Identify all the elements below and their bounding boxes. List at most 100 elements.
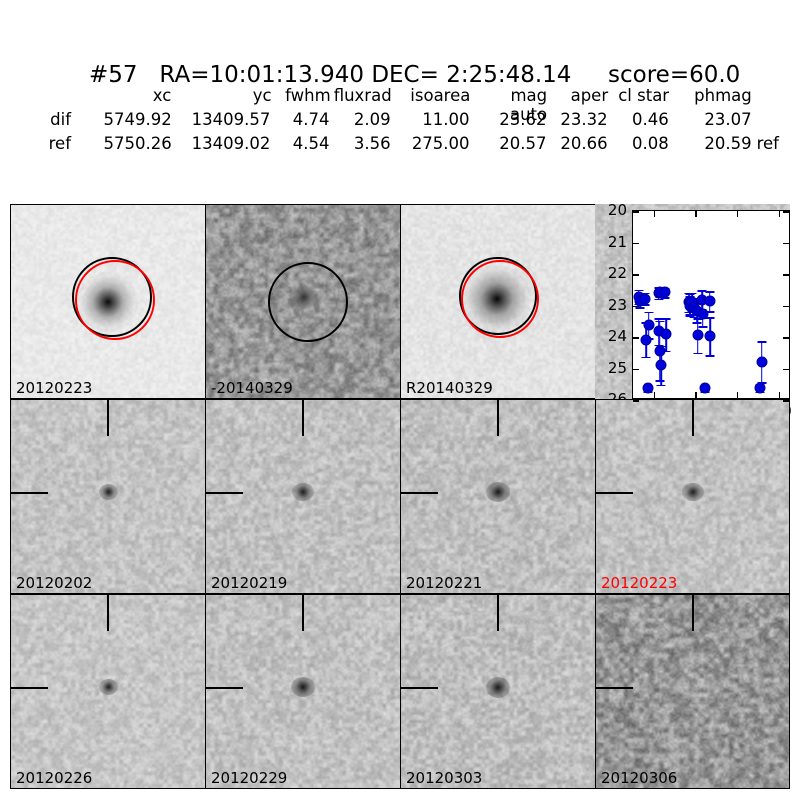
cutout-panel-template[interactable]: -20140329 [205,204,401,399]
data-point[interactable] [639,293,651,305]
cell-ref-fwhm: 4.54 [292,134,330,153]
dec-value: DEC= 2:25:48.14 [371,62,572,88]
data-point[interactable] [655,359,667,371]
column-header-xc: xc [152,86,172,105]
source-blob [99,679,118,695]
x-axis-tick [653,211,656,217]
lightcurve-plot[interactable]: 20212223242526−50050100 [595,201,792,420]
cell-dif-aper: 23.32 [560,110,608,129]
y-axis-tick-label: 22 [607,264,627,282]
data-point[interactable] [640,334,652,346]
data-point[interactable] [642,382,654,394]
y-axis-tick [783,337,789,339]
error-bar-cap [661,318,671,320]
cutout-panel-new[interactable]: 20120223 [10,204,206,399]
cutout-panel-epoch[interactable]: 20120226 [10,594,206,789]
aperture-circle-red [75,260,155,340]
cutout-panel-epoch[interactable]: 20120306 [595,594,790,789]
y-axis-tick-label: 23 [607,295,627,314]
data-point[interactable] [754,382,766,394]
cell-dif-mag-auto: 23.62 [499,110,547,129]
cell-ref-tag: ref [756,134,779,153]
source-blob [486,482,510,502]
aperture-circle-red [461,260,539,338]
cell-ref-cl-star: 0.08 [632,134,669,153]
y-axis-tick-label: 21 [607,232,627,251]
cutout-panel-epoch[interactable]: 20120221 [400,399,596,594]
data-point[interactable] [692,329,704,341]
y-axis-tick [633,337,639,339]
cell-ref-fluxrad: 3.56 [353,134,391,153]
stamp-label: 20120229 [211,769,288,787]
page-title: #57 RA=10:01:13.940 DEC= 2:25:48.14 scor… [0,36,800,114]
data-point[interactable] [699,382,711,394]
header-block: #57 RA=10:01:13.940 DEC= 2:25:48.14 scor… [0,0,800,339]
data-point[interactable] [704,330,716,342]
cell-ref-mag-auto: 20.57 [499,134,547,153]
stamp-label: 20120306 [601,769,678,787]
stamp-label: 20120226 [16,769,93,787]
data-point[interactable] [659,286,671,298]
crosshair-tick-horizontal [206,687,243,689]
column-header-isoarea: isoarea [410,86,471,105]
cell-dif-yc: 13409.57 [191,110,271,129]
summary-row: dist= 0.64 z=9.9900 20.46 new [0,158,800,339]
object-id: #57 [88,62,138,88]
cutout-row-1: 20120223 -20140329 R20140329 20 21 22 23 24 2… [10,201,792,420]
crosshair-tick-vertical [692,595,694,631]
x-axis-tick [653,392,656,398]
data-point[interactable] [697,308,709,320]
error-bar-cap [705,317,715,320]
y-axis-tick [783,211,789,213]
stamp-label-highlighted: 20120223 [601,574,678,592]
error-bar-cap [635,307,645,309]
data-point[interactable] [654,345,666,357]
cutout-panel-epoch[interactable]: 20120219 [205,399,401,594]
cell-ref-aper: 20.66 [560,134,608,153]
error-bar-cap [640,304,650,306]
x-axis-tick [778,211,781,217]
error-bar-cap [697,290,707,292]
stamp-label: R20140329 [406,379,493,397]
cutout-panel-epoch[interactable]: 20120229 [205,594,401,789]
y-axis-tick [633,242,639,244]
x-axis-tick [778,392,781,398]
crosshair-tick-horizontal [401,687,438,689]
photometry-table: xc yc fwhm fluxrad isoarea mag auto aper… [0,86,800,158]
column-header-phmag: phmag [694,86,752,105]
error-bar-cap [644,311,654,314]
y-axis-tick [783,368,789,370]
data-point[interactable] [643,319,655,331]
error-bar-cap [705,355,715,357]
stamp-label: 20120303 [406,769,483,787]
cutout-panel-epoch-selected[interactable]: 20120223 [595,399,790,594]
data-point[interactable] [704,295,715,307]
data-point[interactable] [660,328,672,340]
crosshair-tick-horizontal [401,492,438,494]
cell-dif-isoarea: 11.00 [422,110,470,129]
crosshair-tick-horizontal [596,492,633,494]
error-bar-cap [705,291,714,293]
y-axis-tick [783,400,789,402]
crosshair-tick-horizontal [206,492,243,494]
cutout-panel-epoch[interactable]: 20120202 [10,399,206,594]
error-bar-cap [655,380,665,383]
y-axis-tick-label: 25 [607,358,627,377]
ra-value: RA=10:01:13.940 [159,62,364,88]
crosshair-tick-vertical [302,400,304,436]
y-axis-tick [783,242,789,244]
cell-dif-fluxrad: 2.09 [353,110,391,129]
y-axis-tick [633,274,639,276]
cell-dif-cl-star: 0.46 [632,110,669,129]
score-value: score=60.0 [608,62,741,88]
error-bar-cap [757,341,767,343]
cutout-panel-epoch[interactable]: 20120303 [400,594,596,789]
error-bar-cap [685,293,695,296]
error-bar-cap [655,320,665,323]
plot-data-area [633,211,789,402]
x-axis-tick [695,211,697,217]
stamp-label: 20120221 [406,574,483,592]
cutout-panel-reference[interactable]: R20140329 [400,204,596,399]
table-header-row: xc yc fwhm fluxrad isoarea mag auto aper… [0,86,800,124]
data-point[interactable] [756,356,768,368]
